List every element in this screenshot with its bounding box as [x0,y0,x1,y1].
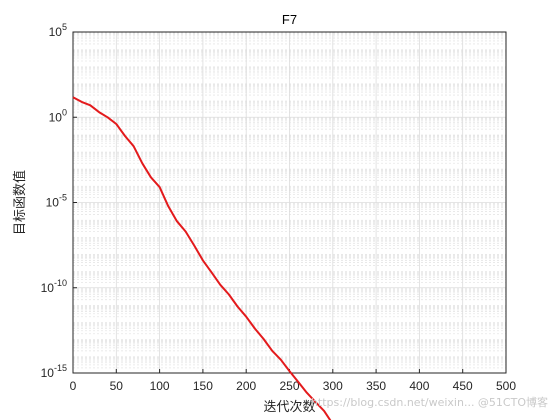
x-tick-label: 250 [279,379,299,393]
x-tick-label: 500 [496,379,516,393]
x-tick-label: 150 [193,379,213,393]
major-grid [73,32,506,373]
x-tick-label: 100 [150,379,170,393]
y-tick-label: 100 [49,107,67,124]
watermark: https://blog.csdn.net/weixin... @51CTO博客 [311,395,548,409]
y-tick-label: 10-15 [41,363,67,380]
y-tick-label: 10-10 [41,278,67,295]
series-line [72,96,332,420]
x-axis-ticks: 0 50 100 150 200 250 300 350 400 450 500 [70,369,516,393]
y-axis-ticks: 105 100 10-5 10-10 10-15 [41,22,77,380]
x-tick-label: 50 [110,379,124,393]
x-tick-label: 200 [236,379,256,393]
y-axis-label: 目标函数值 [12,170,28,235]
series-layer [72,96,332,420]
x-tick-label: 350 [366,379,386,393]
x-tick-label: 300 [323,379,343,393]
y-tick-label: 105 [49,22,67,39]
x-tick-label: 450 [453,379,473,393]
x-axis-label: 迭代次数 [263,399,315,415]
x-tick-label: 400 [409,379,429,393]
y-tick-label: 10-5 [46,193,67,210]
chart-title: F7 [282,12,297,27]
x-tick-label: 0 [70,379,77,393]
